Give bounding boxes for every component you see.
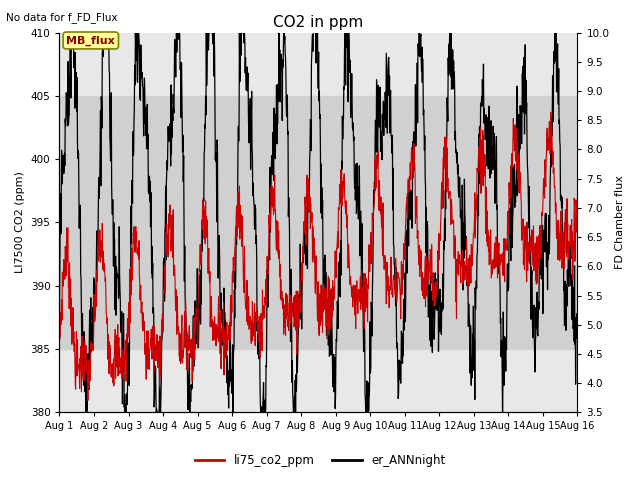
Line: li75_co2_ppm: li75_co2_ppm (60, 112, 577, 400)
er_ANNnight (467, 330, 475, 336)
er_ANNnight (399, 353, 407, 359)
li75_co2_ppm (467, 253, 474, 259)
er_ANNnight (230, 354, 237, 360)
Text: MB_flux: MB_flux (67, 36, 115, 46)
er_ANNnight (513, 159, 520, 165)
er_ANNnight (83, 409, 90, 415)
Y-axis label: FD Chamber flux: FD Chamber flux (615, 176, 625, 269)
li75_co2_ppm (84, 397, 92, 403)
Title: CO2 in ppm: CO2 in ppm (273, 15, 364, 30)
Bar (60, 96, 577, 349)
li75_co2_ppm (573, 215, 581, 220)
er_ANNnight (68, 30, 76, 36)
er_ANNnight (573, 324, 581, 330)
li75_co2_ppm (229, 279, 237, 285)
Line: er_ANNnight: er_ANNnight (60, 33, 577, 412)
li75_co2_ppm (513, 126, 520, 132)
li75_co2_ppm (171, 276, 179, 281)
Y-axis label: LI7500 CO2 (ppm): LI7500 CO2 (ppm) (15, 171, 25, 274)
li75_co2_ppm (399, 272, 406, 278)
li75_co2_ppm (547, 109, 555, 115)
li75_co2_ppm (159, 312, 166, 317)
Legend: li75_co2_ppm, er_ANNnight: li75_co2_ppm, er_ANNnight (190, 449, 450, 472)
Text: No data for f_FD_Flux: No data for f_FD_Flux (6, 12, 118, 23)
li75_co2_ppm (56, 309, 63, 315)
er_ANNnight (159, 327, 166, 333)
er_ANNnight (56, 304, 63, 310)
er_ANNnight (172, 53, 179, 59)
